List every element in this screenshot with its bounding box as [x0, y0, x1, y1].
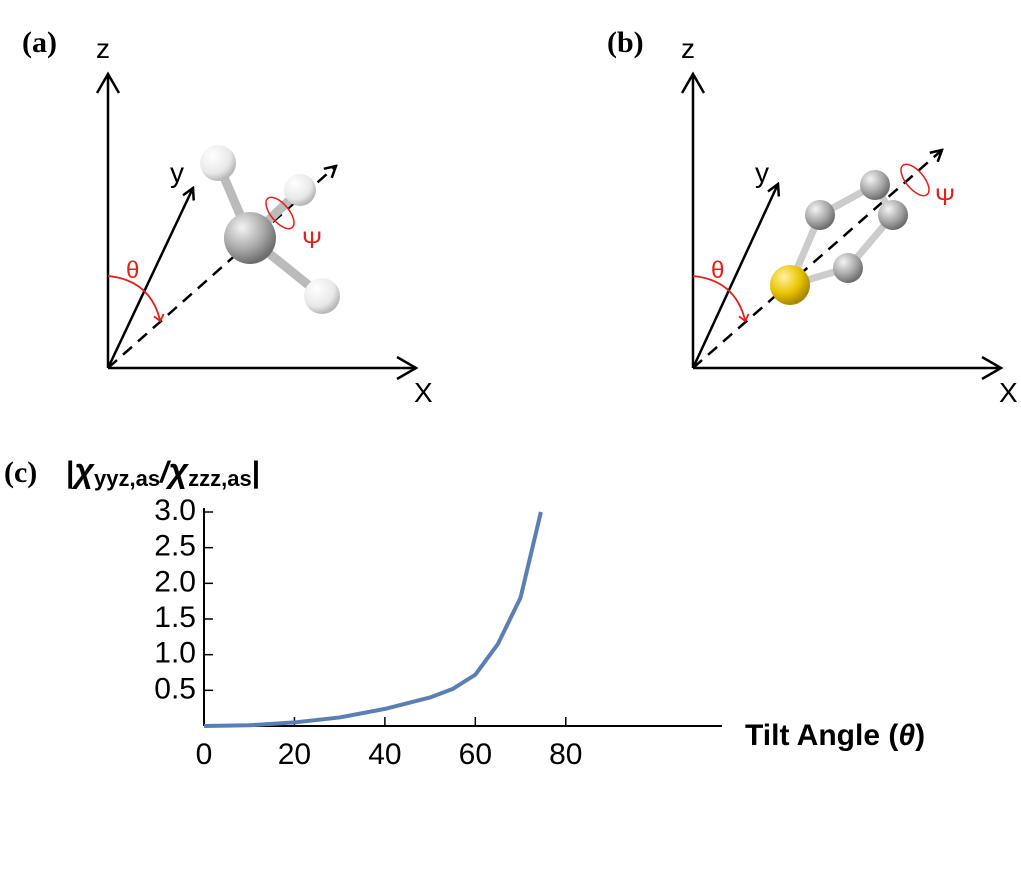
- panel-label: (a): [22, 26, 57, 59]
- x-tick-label: 60: [459, 738, 492, 771]
- x-tick-label: 20: [278, 738, 311, 771]
- y-tick-label: 1.0: [154, 637, 196, 670]
- panel-label: (b): [607, 26, 644, 59]
- panel-label: (c): [4, 456, 37, 489]
- y-title-part: χ: [165, 452, 189, 490]
- y-title-part: yyz,as: [94, 466, 160, 491]
- y-axis-title: |χyyz,as/χzzz,as|: [66, 452, 260, 491]
- y-title-part: |: [252, 456, 260, 489]
- panel-b: (b) z y X θ Ψ: [607, 26, 1018, 408]
- twist-label: Ψ: [302, 227, 322, 254]
- x-title-part: ): [915, 719, 925, 752]
- axis-label: y: [755, 157, 769, 188]
- tilt-label: θ: [711, 257, 724, 284]
- x-axis-title: Tilt Angle (θ): [745, 719, 925, 752]
- twist-label: Ψ: [935, 184, 955, 211]
- x-title-part: Tilt Angle (: [745, 719, 898, 752]
- axis-label: y: [170, 157, 184, 188]
- axis-label: X: [414, 377, 433, 408]
- y-vector: [693, 184, 778, 368]
- y-tick-label: 2.5: [154, 530, 196, 563]
- y-tick-label: 1.5: [154, 601, 196, 634]
- panel-a: (a) z y X θ Ψ: [22, 26, 433, 408]
- y-tick-label: 3.0: [154, 494, 196, 527]
- y-tick-label: 0.5: [154, 672, 196, 705]
- tilt-label: θ: [126, 257, 139, 284]
- twist-arc: [896, 160, 934, 201]
- molecular-axis: [693, 150, 942, 368]
- y-title-part: zzz,as: [188, 466, 252, 491]
- x-tick-label: 0: [196, 738, 213, 771]
- y-title-part: |: [66, 456, 74, 489]
- x-tick-label: 40: [368, 738, 401, 771]
- data-line: [204, 512, 541, 726]
- x-title-part: θ: [898, 719, 915, 752]
- y-title-part: χ: [71, 452, 95, 490]
- chart: (c) |χyyz,as/χzzz,as| Tilt Angle (θ) 0.5…: [4, 452, 925, 771]
- y-tick-label: 2.0: [154, 565, 196, 598]
- molecule: [770, 170, 908, 305]
- axis-label: z: [96, 33, 110, 64]
- figure: (a) z y X θ Ψ (b) z y X θ Ψ (c) |: [0, 0, 1021, 887]
- axis-label: z: [681, 33, 695, 64]
- axis-label: X: [999, 377, 1018, 408]
- x-tick-label: 80: [549, 738, 582, 771]
